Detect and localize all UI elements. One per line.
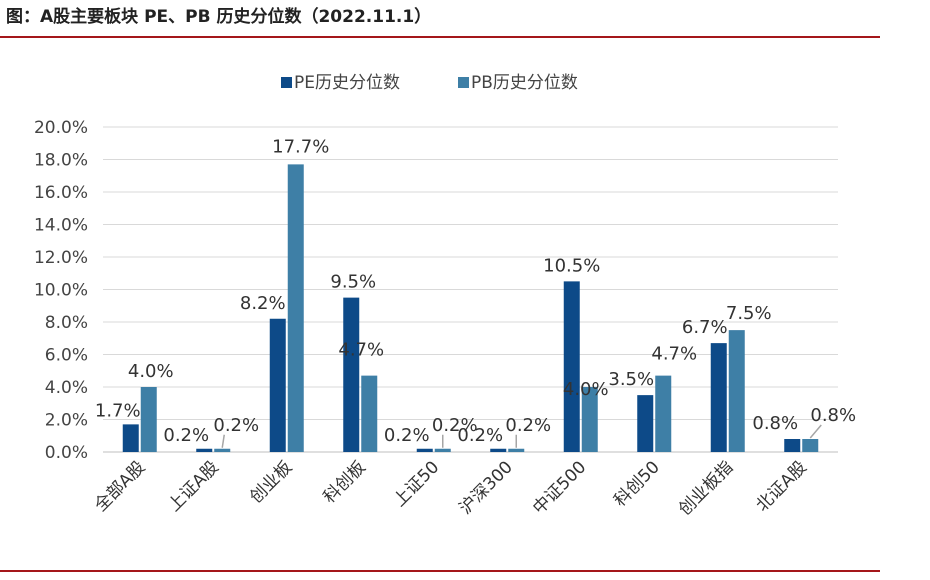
x-tick-label: 科创50 — [610, 457, 663, 510]
x-tick-label: 上证A股 — [164, 457, 222, 515]
data-label-pb: 0.8% — [810, 405, 856, 426]
data-label-pe: 0.2% — [163, 425, 209, 446]
data-label-pb: 17.7% — [272, 136, 329, 157]
y-tick-label: 2.0% — [45, 411, 88, 431]
bar-pb — [214, 448, 231, 452]
bar-pb — [655, 375, 672, 452]
bar-pb — [581, 387, 598, 452]
bar-pe — [269, 318, 286, 452]
data-label-pe: 3.5% — [608, 369, 654, 390]
bar-pe — [343, 297, 360, 452]
bar-pb — [434, 448, 451, 452]
bar-pb — [508, 448, 525, 452]
bars — [122, 164, 819, 452]
data-label-pe: 8.2% — [240, 293, 286, 314]
gridlines — [103, 126, 838, 453]
y-axis: 0.0% 2.0% 4.0% 6.0% 8.0% 10.0% 12.0% 14.0% 16.0%… — [34, 118, 88, 463]
x-axis: 全部A股 上证A股 创业板 科创板 上证50 沪深300 中证500 科创50 创业板指 北证A股 — [91, 457, 811, 519]
x-tick-label: 沪深300 — [456, 457, 517, 518]
figure-title: 图：A股主要板块 PE、PB 历史分位数（2022.11.1） — [6, 7, 432, 27]
x-tick-label: 创业板指 — [675, 457, 737, 519]
top-rule — [0, 36, 880, 38]
chart: PE历史分位数 PB历史分位数 0.0% 2.0% 4.0% 6.0% 8.0% 10.0… — [34, 73, 856, 520]
data-label-pb: 0.2% — [432, 415, 478, 436]
bar-pb — [802, 439, 819, 452]
data-label-pe: 0.2% — [457, 425, 503, 446]
data-label-pb: 4.7% — [338, 340, 384, 361]
legend: PE历史分位数 PB历史分位数 — [281, 73, 578, 93]
data-label-pe: 0.8% — [752, 413, 798, 434]
data-label-pb: 0.2% — [213, 415, 259, 436]
bar-pe — [122, 424, 139, 452]
data-label-pb: 0.2% — [505, 415, 551, 436]
y-tick-label: 6.0% — [45, 346, 88, 366]
y-tick-label: 16.0% — [34, 183, 88, 203]
data-label-pb: 7.5% — [726, 303, 772, 324]
data-labels: 1.7%4.0%0.2% 0.2%8.2%17.7%9.5%4.7%0.2% 0.2… — [95, 136, 856, 448]
y-tick-label: 14.0% — [34, 216, 88, 236]
bar-pe — [490, 448, 507, 452]
y-tick-label: 8.0% — [45, 313, 88, 333]
legend-label-pe: PE历史分位数 — [294, 73, 400, 93]
bar-pe — [196, 448, 213, 452]
y-tick-label: 4.0% — [45, 378, 88, 398]
y-tick-label: 20.0% — [34, 118, 88, 138]
bottom-rule — [0, 570, 880, 572]
data-label-pb: 4.0% — [128, 361, 174, 382]
x-tick-label: 科创板 — [320, 457, 370, 507]
x-tick-label: 中证500 — [529, 457, 590, 518]
bar-pb — [287, 164, 304, 452]
x-tick-label: 全部A股 — [91, 457, 149, 515]
data-label-pe: 1.7% — [95, 400, 141, 421]
x-tick-label: 上证50 — [390, 457, 443, 510]
data-label-pe: 9.5% — [330, 272, 376, 293]
y-tick-label: 0.0% — [45, 443, 88, 463]
x-tick-label: 北证A股 — [752, 457, 810, 515]
bar-pe — [710, 343, 727, 452]
leader-line — [809, 424, 822, 439]
data-label-pb: 4.7% — [651, 344, 697, 365]
y-tick-label: 10.0% — [34, 281, 88, 301]
legend-swatch-pe — [281, 77, 292, 88]
y-tick-label: 18.0% — [34, 151, 88, 171]
leader-line — [221, 434, 225, 448]
x-tick-label: 创业板 — [246, 457, 296, 507]
bar-pb — [728, 330, 745, 452]
bar-pe — [637, 395, 654, 452]
bar-pe — [563, 281, 580, 452]
legend-label-pb: PB历史分位数 — [471, 73, 578, 93]
y-tick-label: 12.0% — [34, 248, 88, 268]
bar-pb — [361, 375, 378, 452]
bar-pe — [416, 448, 433, 452]
bar-pb — [140, 387, 157, 452]
data-label-pb: 4.0% — [563, 379, 609, 400]
bar-pe — [784, 439, 801, 452]
data-label-pe: 6.7% — [682, 317, 728, 338]
data-label-pe: 10.5% — [543, 255, 600, 276]
legend-swatch-pb — [458, 77, 469, 88]
data-label-pe: 0.2% — [384, 425, 430, 446]
